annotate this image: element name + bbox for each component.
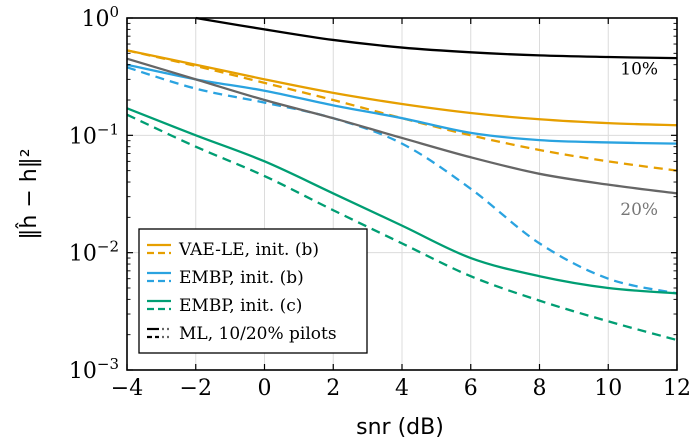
x-tick-label: 2: [326, 376, 340, 401]
x-tick-label: 4: [395, 376, 409, 401]
annotation-label: 20%: [620, 200, 658, 220]
series-line-ml-10: [195, 16, 678, 60]
y-axis-label: ‖ĥ − h‖²: [16, 148, 42, 239]
y-tick-label: 100: [81, 3, 119, 32]
x-tick-label: 8: [533, 376, 547, 401]
series-line-ml-20: [126, 57, 678, 195]
legend-label: EMBP, init. (c): [179, 296, 302, 316]
legend-label: ML, 10/20% pilots: [179, 324, 337, 344]
x-tick-label: 12: [663, 376, 691, 401]
x-tick-label: −2: [180, 376, 212, 401]
series-line-embp-c-dashed: [126, 113, 678, 342]
x-tick-label: 0: [258, 376, 272, 401]
series-line-embp-b-dashed: [126, 66, 678, 295]
legend-box: [138, 228, 368, 354]
x-ticks: −4 −2 0 2 4 6 8 10 12: [111, 18, 691, 401]
annotations: 10% 20%: [620, 59, 658, 219]
x-tick-label: −4: [111, 376, 143, 401]
x-tick-label: 6: [464, 376, 478, 401]
annotation-label: 10%: [620, 59, 658, 79]
series-line-embp-c-solid: [126, 107, 678, 295]
series-line-vae-dashed: [126, 49, 678, 172]
legend: VAE-LE, init. (b) EMBP, init. (b) EMBP, in…: [138, 228, 368, 354]
x-axis-label: snr (dB): [356, 415, 444, 440]
y-tick-label: 10−2: [69, 238, 119, 267]
series-line-embp-b-solid: [126, 63, 678, 145]
legend-label: EMBP, init. (b): [179, 268, 304, 288]
legend-label: VAE-LE, init. (b): [178, 240, 319, 260]
y-tick-label: 10−1: [69, 120, 119, 149]
x-tick-label: 10: [594, 376, 622, 401]
series-line-vae-solid: [126, 49, 678, 127]
plot-series: [126, 16, 678, 342]
